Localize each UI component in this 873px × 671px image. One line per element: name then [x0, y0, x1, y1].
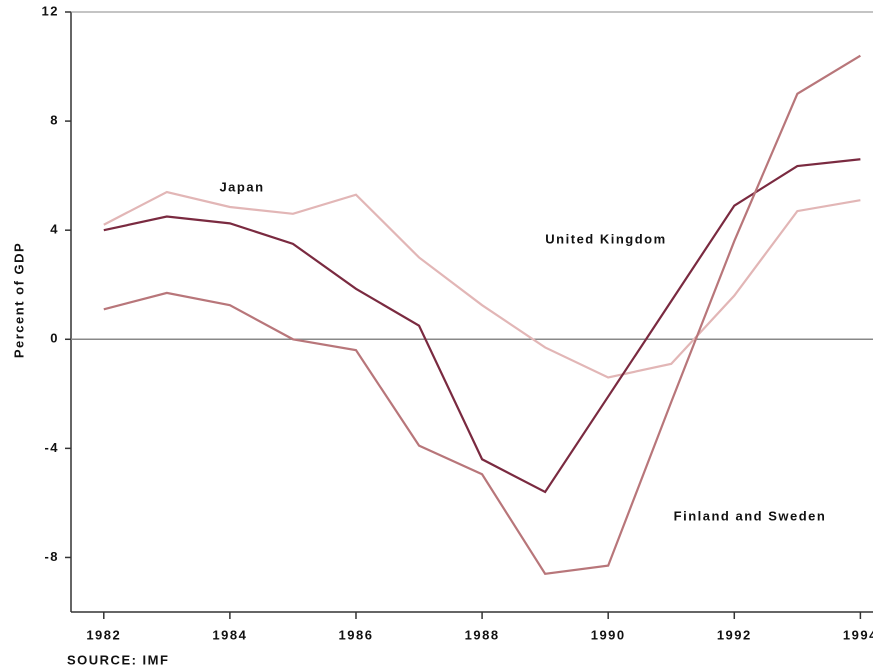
x-tick-label: 1990 [591, 627, 626, 642]
series-label: Japan [219, 179, 264, 194]
y-tick-label: -8 [44, 549, 59, 564]
source-note: SOURCE: IMF [67, 652, 169, 667]
x-tick-label: 1984 [212, 627, 247, 642]
series-line [103, 54, 861, 575]
x-tick-label: 1986 [339, 627, 374, 642]
x-tick-label: 1988 [465, 627, 500, 642]
series-label: United Kingdom [545, 231, 666, 246]
y-tick-label: 8 [50, 113, 59, 128]
y-tick-label: -4 [44, 440, 59, 455]
y-axis-label: Percent of GDP [11, 242, 26, 358]
x-tick-label: 1992 [717, 627, 752, 642]
y-tick-label: 12 [42, 3, 59, 18]
x-tick-label: 1982 [86, 627, 121, 642]
y-tick-label: 4 [50, 222, 59, 237]
series-line [103, 158, 861, 494]
series-line [103, 190, 861, 379]
y-tick-label: 0 [50, 331, 59, 346]
series-label: Finland and Sweden [674, 508, 827, 523]
x-tick-label: 1994 [843, 627, 873, 642]
